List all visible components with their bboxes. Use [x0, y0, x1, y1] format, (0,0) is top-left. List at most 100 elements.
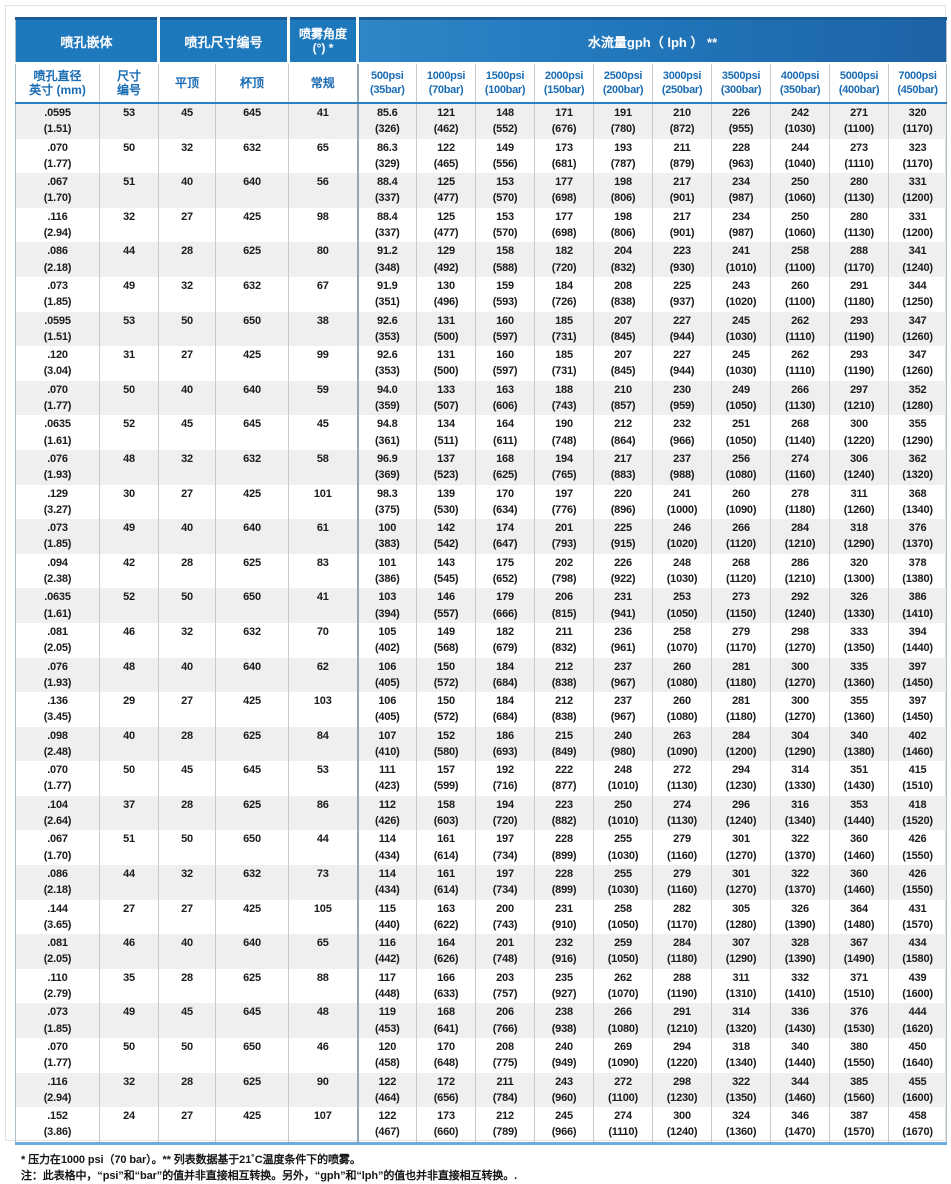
flow-cell-line2: (937): [669, 296, 695, 309]
size-code-cell: 46: [98, 934, 159, 969]
size-code-cell-line1: 48: [123, 452, 135, 465]
flow-cell-line2: (614): [433, 884, 459, 897]
cup-top-cell: 645: [215, 415, 289, 450]
flat-top-cell: 28: [158, 242, 216, 277]
flow-cell: 106 (405): [356, 692, 417, 727]
flow-cell: 173 (660): [416, 1107, 476, 1144]
flow-cell-line2: (698): [551, 226, 577, 239]
cup-top-cell-line1: 625: [243, 1075, 261, 1088]
flow-cell-line1: 228: [555, 868, 573, 881]
flow-cell-line1: 170: [437, 1041, 455, 1054]
flow-cell-line2: (1180): [844, 296, 875, 309]
flow-cell-line1: 200: [496, 902, 514, 915]
flow-cell: 274 (1160): [770, 449, 830, 485]
flow-cell-line2: (1050): [725, 399, 757, 412]
flow-cell-line1: 241: [732, 245, 750, 258]
orifice-diameter-cell: .073 (1.85): [16, 519, 100, 554]
cup-top-cell: 632: [215, 865, 289, 900]
flow-cell: 182 (720): [534, 242, 594, 277]
flow-cell: 300 (1240): [652, 1107, 712, 1144]
flow-cell: 86.3 (329): [356, 138, 417, 174]
flat-top-cell-line1: 40: [181, 383, 193, 396]
orifice-diameter-cell-line2: (2.79): [43, 988, 72, 1001]
size-code-cell-line1: 32: [123, 210, 135, 223]
cup-top-cell: 632: [215, 449, 289, 485]
flow-cell-line1: 182: [496, 625, 514, 638]
flow-cell-line2: (1170): [902, 123, 933, 136]
flow-cell: 204 (832): [593, 242, 653, 277]
flow-cell: 186 (693): [475, 726, 535, 762]
flat-top-cell-line1: 32: [181, 868, 193, 881]
cup-top-cell: 650: [215, 311, 289, 347]
flow-cell-line1: 92.6: [376, 349, 398, 362]
flow-cell: 352 (1280): [888, 380, 947, 416]
flow-cell-line1: 250: [791, 210, 809, 223]
flow-cell-line1: 297: [850, 383, 868, 396]
table-row: .086 (2.18) 44 32 632 73 114 (434) 161 (614) 197 (7…: [15, 865, 947, 900]
orifice-diameter-cell-line1: .0635: [44, 591, 71, 604]
flow-cell-line1: 386: [908, 591, 927, 604]
size-code-cell-line1: 32: [123, 1075, 135, 1088]
flow-cell: 184 (726): [534, 276, 594, 312]
flow-cell-line1: 185: [555, 349, 573, 362]
flow-cell-line1: 387: [850, 1110, 868, 1123]
flow-cell-line2: (1490): [843, 953, 875, 966]
size-code-cell: 31: [98, 346, 159, 381]
flow-cell-line2: (1050): [666, 607, 698, 620]
flow-cell-line2: (743): [551, 399, 577, 412]
flow-cell-line1: 125: [437, 176, 455, 189]
flow-cell-line2: (1140): [785, 434, 816, 447]
flow-cell-line1: 133: [437, 383, 455, 396]
bar-label: (250bar): [661, 84, 703, 96]
column-header-flow-7000psi: 7000psi (450bar): [888, 63, 947, 104]
flow-cell-line1: 237: [614, 660, 632, 673]
flow-cell-line2: (361): [374, 434, 400, 447]
flat-top-cell-line1: 32: [181, 279, 193, 292]
orifice-diameter-cell: .070 (1.77): [16, 381, 100, 416]
flow-cell-line1: 92.6: [376, 314, 398, 327]
flow-cell-line2: (1030): [607, 849, 639, 862]
flow-cell-line2: (597): [492, 330, 518, 343]
flow-cell-line1: 248: [673, 556, 691, 569]
flow-cell-line2: (1270): [725, 849, 757, 862]
flow-cell-line2: (1150): [726, 607, 757, 620]
flow-cell-line1: 244: [791, 141, 809, 154]
flow-cell: 278 (1180): [770, 484, 830, 520]
spray-angle-label-line1: 喷雾角度: [299, 27, 348, 41]
flow-cell: 197 (734): [475, 865, 535, 900]
flow-cell-line2: (1030): [607, 884, 639, 897]
flow-cell-line2: (1320): [902, 469, 933, 482]
flow-cell: 129 (492): [416, 242, 476, 277]
spray-angle-cell: 38: [288, 311, 358, 347]
flow-cell-line1: 340: [850, 729, 868, 742]
cup-top-cell: 632: [215, 622, 289, 658]
flow-cell-line1: 168: [437, 1006, 455, 1019]
table-row: .076 (1.93) 48 40 640 62 106 (405) 150 (572) 184 (6…: [15, 657, 947, 693]
flow-cell: 212 (864): [593, 415, 653, 450]
flow-cell-line2: (1340): [725, 1057, 757, 1070]
flow-cell-line2: (1110): [785, 330, 815, 343]
flow-cell-line1: 149: [437, 625, 455, 638]
flow-cell: 194 (765): [534, 449, 594, 485]
spray-angle-cell: 103: [288, 692, 358, 727]
flow-cell-line1: 182: [555, 245, 573, 258]
flow-cell-line2: (980): [610, 745, 636, 758]
flow-cell-line1: 160: [496, 314, 514, 327]
flat-top-cell: 27: [158, 692, 216, 727]
cup-top-cell-line1: 640: [243, 660, 261, 673]
cup-top-cell-line1: 645: [243, 418, 261, 431]
cup-top-cell-line1: 632: [243, 279, 261, 292]
flow-cell-line2: (1640): [902, 1057, 933, 1070]
flow-cell: 426 (1550): [888, 865, 947, 900]
size-code-cell-line1: 44: [123, 868, 135, 881]
flow-cell: 148 (552): [475, 103, 535, 139]
flow-cell: 347 (1260): [888, 311, 947, 347]
table-row: .073 (1.85) 49 45 645 48 119 (453) 168 (641) 206 (7…: [15, 1003, 947, 1039]
size-code-cell-line1: 35: [123, 971, 135, 984]
flow-cell-line1: 177: [555, 176, 573, 189]
flow-cell-line1: 223: [673, 245, 691, 258]
psi-label: 500psi: [371, 70, 404, 82]
flow-cell-line1: 273: [850, 141, 868, 154]
flow-cell-line1: 268: [732, 556, 750, 569]
flow-cell: 153 (570): [475, 173, 535, 208]
